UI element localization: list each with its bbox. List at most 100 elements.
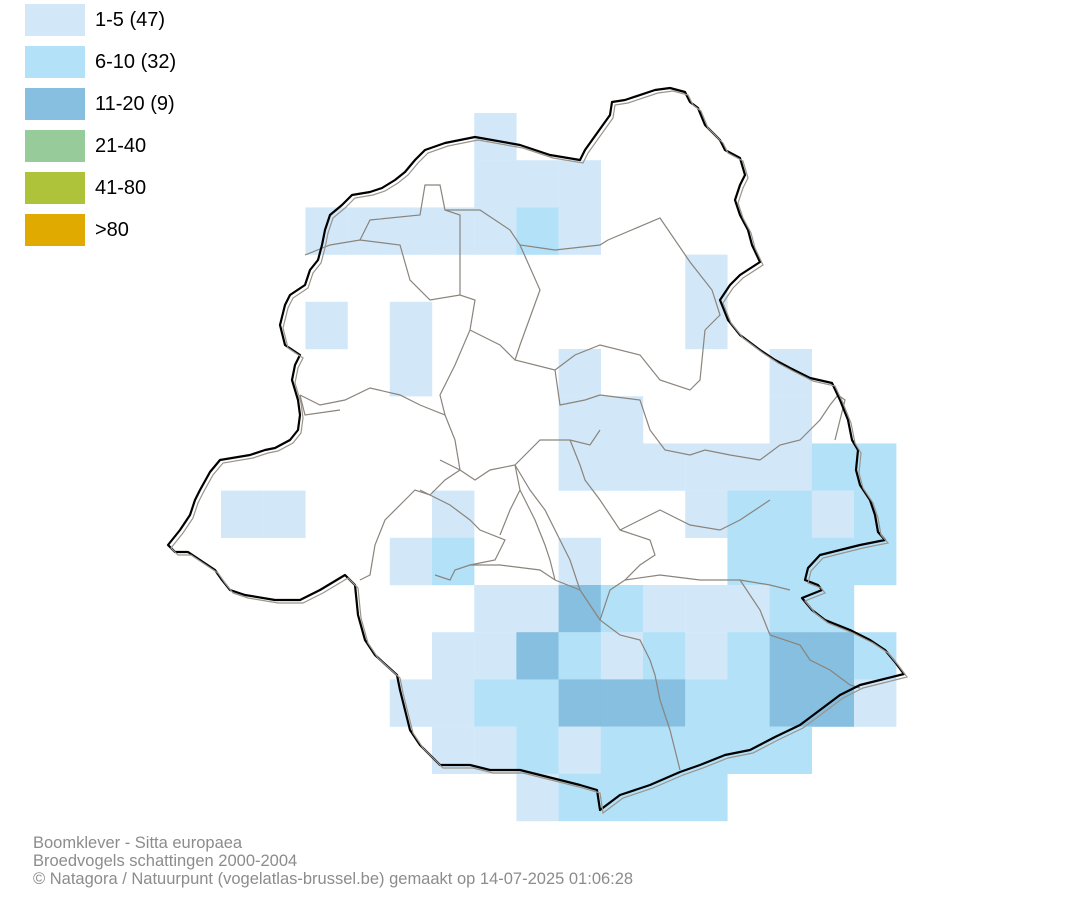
credits-copyright: © Natagora / Natuurpunt (vogelatlas-brus… <box>33 870 634 888</box>
grid-cell <box>600 396 644 444</box>
legend-swatch <box>25 172 85 204</box>
grid-cell <box>432 537 475 586</box>
grid-cell <box>558 679 601 727</box>
grid-cell <box>811 490 855 538</box>
grid-cell <box>727 537 770 586</box>
municipality-border <box>599 394 761 461</box>
grid-cell <box>516 632 559 680</box>
grid-cell <box>432 490 475 538</box>
municipality-border <box>599 529 656 621</box>
municipality-border <box>419 489 506 581</box>
grid-cell <box>474 632 517 680</box>
grid-cell <box>305 301 348 350</box>
municipality-border <box>519 489 556 581</box>
grid-cell <box>685 301 728 350</box>
grid-cell <box>516 585 559 633</box>
grid-cell <box>643 632 686 680</box>
municipality-border <box>469 329 516 361</box>
municipality-border <box>739 579 861 689</box>
grid-cell <box>558 160 601 208</box>
grid-cell <box>516 679 559 727</box>
municipality-border <box>514 244 601 406</box>
grid-cell <box>727 632 770 680</box>
legend-label: 21-40 <box>95 135 147 157</box>
grid-cell <box>389 679 433 727</box>
municipality-border <box>499 464 521 536</box>
grid-cell <box>389 207 433 255</box>
grid-cell <box>769 396 812 444</box>
grid-cell <box>600 726 644 774</box>
credits-species: Boomklever - Sitta europaea <box>33 834 243 852</box>
grid-cell <box>600 679 644 727</box>
grid-cell <box>432 632 475 680</box>
grid-cell <box>389 537 433 586</box>
grid-cell <box>600 632 644 680</box>
grid-cell <box>600 443 644 491</box>
municipality-border <box>299 239 476 416</box>
brussels-region-outline <box>166 86 906 812</box>
grid-cell <box>474 207 517 255</box>
credits: Boomklever - Sitta europaea Broedvogels … <box>33 834 633 888</box>
grid-cell <box>685 490 728 538</box>
grid-cell <box>474 113 517 161</box>
grid-cell <box>221 490 264 538</box>
grid-cell <box>305 207 348 255</box>
grid-cell <box>558 585 601 633</box>
grid-cell <box>516 160 559 208</box>
grid-cell <box>474 726 517 774</box>
grid-cell <box>685 443 728 491</box>
grid-cell <box>643 726 686 774</box>
municipality-border <box>554 329 706 391</box>
grid-cell <box>263 490 306 538</box>
grid-cell <box>811 537 855 586</box>
grid-cell <box>685 254 728 302</box>
grid-cell <box>432 207 475 255</box>
grid-cell <box>685 679 728 727</box>
grid-cell <box>769 632 812 680</box>
grid-cell <box>769 490 812 538</box>
grid-cell <box>643 773 686 822</box>
grid-cell <box>474 585 517 633</box>
grid-cell <box>516 773 559 822</box>
municipality-border <box>759 404 831 461</box>
municipality-border <box>470 564 581 591</box>
grid-cell <box>643 585 686 633</box>
brussels-region-outline-shadow <box>170 90 909 815</box>
grid-cell <box>347 207 390 255</box>
legend-label: >80 <box>95 219 129 241</box>
municipality-borders <box>299 184 861 771</box>
legend-swatch <box>25 4 85 36</box>
municipality-border <box>359 469 461 581</box>
grid-cell <box>558 349 601 397</box>
municipality-border <box>299 394 341 416</box>
grid-cell <box>769 679 812 727</box>
grid-cells <box>221 113 897 822</box>
grid-cell <box>516 207 559 255</box>
legend-label: 1-5 (47) <box>95 9 166 31</box>
grid-cell <box>643 443 686 491</box>
grid-cell <box>432 726 475 774</box>
municipality-border <box>624 574 791 591</box>
grid-cell <box>389 349 433 397</box>
grid-cell <box>558 632 601 680</box>
grid-cell <box>727 443 770 491</box>
legend-swatch <box>25 214 85 246</box>
legend-label: 6-10 (32) <box>95 51 177 73</box>
municipality-border <box>829 394 846 441</box>
grid-cell <box>558 396 601 444</box>
grid-cell <box>769 349 812 397</box>
grid-cell <box>854 679 897 727</box>
municipality-border <box>569 439 771 531</box>
municipality-border <box>444 414 601 481</box>
municipality-border <box>439 459 461 471</box>
grid-cell <box>474 679 517 727</box>
grid-cell <box>432 679 475 727</box>
grid-cell <box>769 443 812 491</box>
grid-cell <box>769 585 812 633</box>
municipality-border <box>359 184 461 295</box>
credits-dataset: Broedvogels schattingen 2000-2004 <box>33 852 298 870</box>
grid-cell <box>558 726 601 774</box>
grid-cell <box>685 585 728 633</box>
municipality-border <box>607 217 721 331</box>
